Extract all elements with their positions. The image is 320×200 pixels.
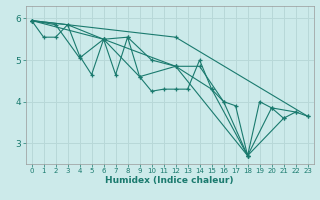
X-axis label: Humidex (Indice chaleur): Humidex (Indice chaleur): [105, 176, 234, 185]
